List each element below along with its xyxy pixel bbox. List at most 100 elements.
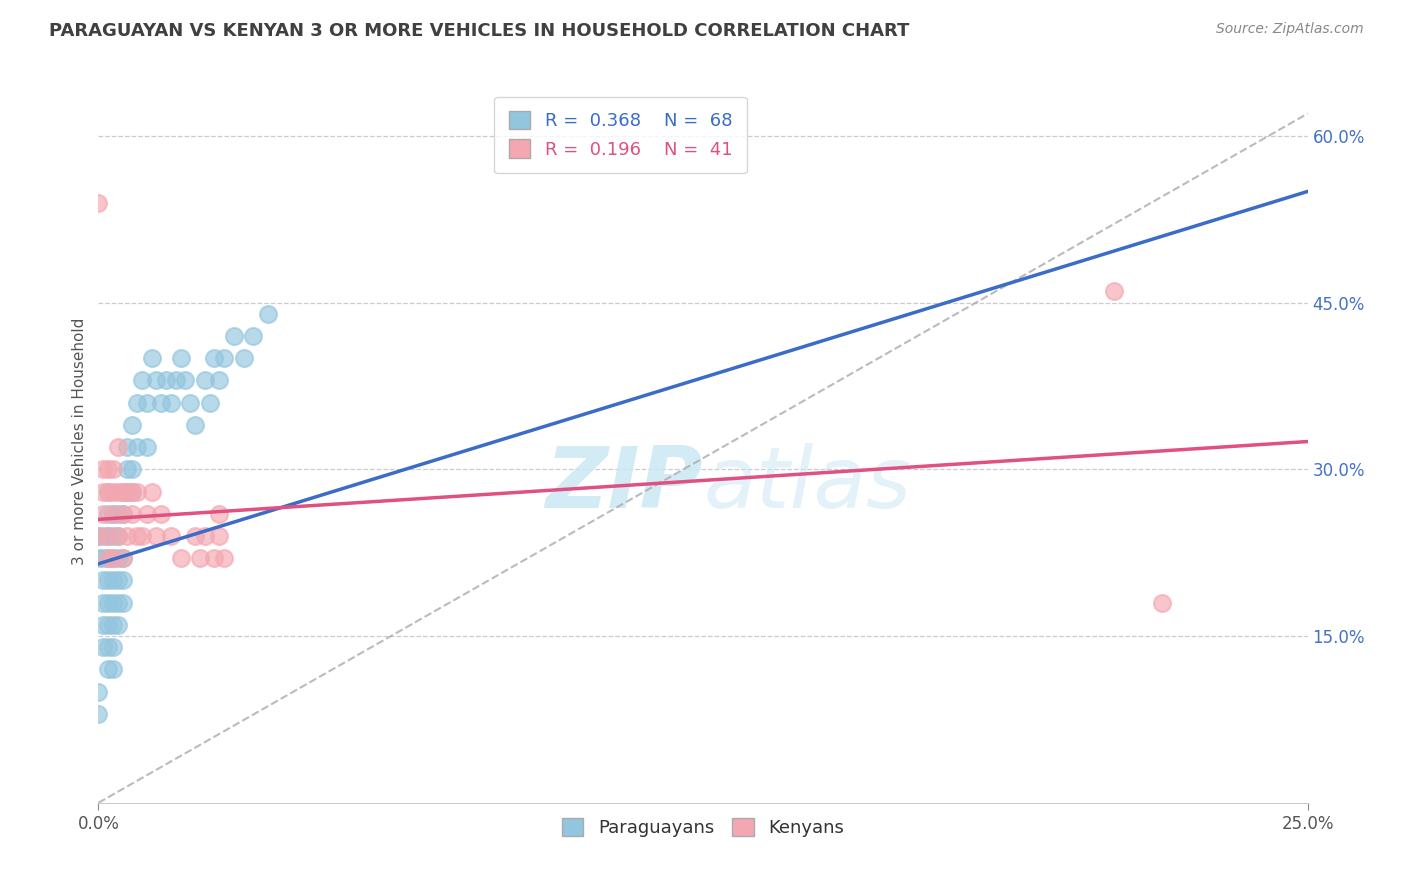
Point <box>107 574 129 588</box>
Point <box>107 507 129 521</box>
Point <box>97 462 120 476</box>
Point <box>150 507 173 521</box>
Point <box>145 373 167 387</box>
Point <box>155 373 177 387</box>
Point <box>222 329 245 343</box>
Point <box>91 484 114 499</box>
Point <box>101 462 124 476</box>
Point <box>97 507 120 521</box>
Point <box>91 529 114 543</box>
Point <box>111 551 134 566</box>
Point <box>91 462 114 476</box>
Point <box>91 551 114 566</box>
Point <box>127 395 149 409</box>
Point <box>87 529 110 543</box>
Point <box>208 529 231 543</box>
Point <box>101 574 124 588</box>
Point <box>160 395 183 409</box>
Point <box>111 507 134 521</box>
Point <box>91 618 114 632</box>
Point <box>127 484 149 499</box>
Point <box>107 440 129 454</box>
Point <box>150 395 173 409</box>
Point <box>121 462 143 476</box>
Point <box>101 551 124 566</box>
Point <box>117 484 139 499</box>
Point <box>97 484 120 499</box>
Point <box>101 662 124 676</box>
Point <box>91 574 114 588</box>
Point <box>87 195 110 210</box>
Point <box>91 596 114 610</box>
Point <box>107 484 129 499</box>
Point <box>87 706 110 721</box>
Point <box>256 307 278 321</box>
Point <box>188 551 211 566</box>
Point <box>135 507 157 521</box>
Point <box>131 373 153 387</box>
Point <box>135 395 157 409</box>
Point <box>232 351 254 366</box>
Point <box>101 529 124 543</box>
Point <box>127 440 149 454</box>
Point <box>121 417 143 432</box>
Point <box>184 417 207 432</box>
Point <box>208 507 231 521</box>
Point <box>101 484 124 499</box>
Point <box>131 529 153 543</box>
Point <box>97 640 120 655</box>
Point <box>101 596 124 610</box>
Point <box>121 484 143 499</box>
Point <box>111 507 134 521</box>
Point <box>1152 596 1174 610</box>
Point <box>194 373 217 387</box>
Point <box>111 484 134 499</box>
Point <box>117 529 139 543</box>
Point <box>97 574 120 588</box>
Point <box>1102 285 1125 299</box>
Point <box>145 529 167 543</box>
Text: PARAGUAYAN VS KENYAN 3 OR MORE VEHICLES IN HOUSEHOLD CORRELATION CHART: PARAGUAYAN VS KENYAN 3 OR MORE VEHICLES … <box>49 22 910 40</box>
Point <box>204 551 226 566</box>
Point <box>174 373 197 387</box>
Point <box>212 551 235 566</box>
Point <box>212 351 235 366</box>
Text: ZIP: ZIP <box>546 443 703 526</box>
Point <box>107 551 129 566</box>
Point <box>127 529 149 543</box>
Point <box>101 618 124 632</box>
Y-axis label: 3 or more Vehicles in Household: 3 or more Vehicles in Household <box>72 318 87 566</box>
Point <box>165 373 187 387</box>
Point <box>101 551 124 566</box>
Point <box>97 529 120 543</box>
Point <box>97 551 120 566</box>
Text: Source: ZipAtlas.com: Source: ZipAtlas.com <box>1216 22 1364 37</box>
Legend: Paraguayans, Kenyans: Paraguayans, Kenyans <box>554 811 852 845</box>
Text: atlas: atlas <box>703 443 911 526</box>
Point <box>141 484 163 499</box>
Point <box>91 640 114 655</box>
Point <box>121 484 143 499</box>
Point <box>87 551 110 566</box>
Point <box>97 596 120 610</box>
Point <box>87 529 110 543</box>
Point <box>111 551 134 566</box>
Point <box>169 351 191 366</box>
Point <box>204 351 226 366</box>
Point <box>107 529 129 543</box>
Point <box>97 484 120 499</box>
Point <box>111 484 134 499</box>
Point <box>111 574 134 588</box>
Point <box>198 395 221 409</box>
Point <box>101 507 124 521</box>
Point <box>107 618 129 632</box>
Point <box>208 373 231 387</box>
Point <box>117 462 139 476</box>
Point <box>91 507 114 521</box>
Point <box>135 440 157 454</box>
Point <box>101 507 124 521</box>
Point <box>242 329 264 343</box>
Point <box>111 596 134 610</box>
Point <box>179 395 201 409</box>
Point <box>184 529 207 543</box>
